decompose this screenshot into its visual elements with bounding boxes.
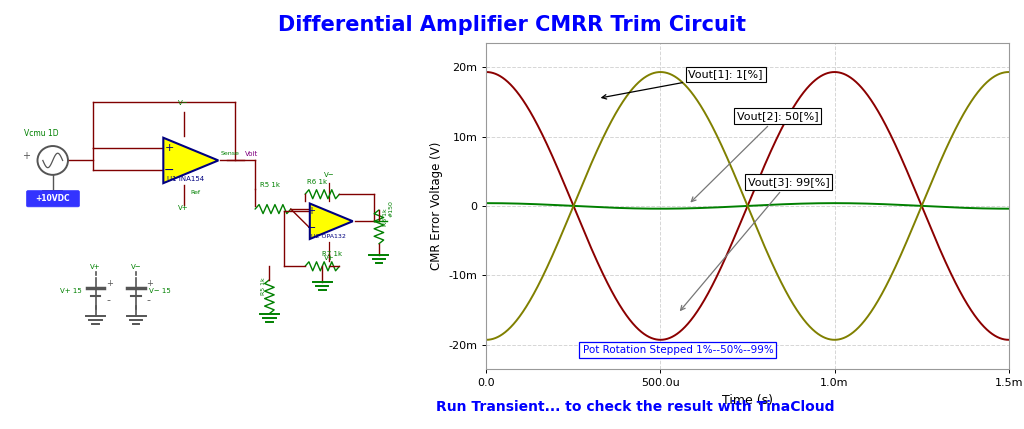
Text: +: + [307,206,315,216]
Text: V−: V− [178,100,189,106]
Text: U1 INA154: U1 INA154 [168,176,205,182]
X-axis label: Time (s): Time (s) [722,393,773,407]
Text: V+ 15: V+ 15 [59,288,82,294]
Text: V+: V+ [324,254,334,260]
Text: Vcmu 1D: Vcmu 1D [25,129,58,138]
Text: Vout[2]: 50[%]: Vout[2]: 50[%] [691,111,819,202]
Text: R8 1k: R8 1k [383,208,388,226]
Text: +: + [23,151,31,161]
Text: Vout[1]: 1[%]: Vout[1]: 1[%] [602,69,763,99]
Text: #150: #150 [388,200,393,217]
Text: R5 1k: R5 1k [261,278,266,296]
Text: −: − [164,164,175,177]
Text: Pot Rotation Stepped 1%--50%--99%: Pot Rotation Stepped 1%--50%--99% [583,345,773,355]
Text: R5 1k: R5 1k [260,181,280,187]
Text: -: - [146,295,151,305]
Text: V−: V− [131,263,141,269]
Text: Vout[3]: 99[%]: Vout[3]: 99[%] [681,177,829,310]
Text: +: + [106,279,113,288]
Text: R6 1k: R6 1k [307,179,328,185]
Text: V− 15: V− 15 [150,288,171,294]
Text: Differential Amplifier CMRR Trim Circuit: Differential Amplifier CMRR Trim Circuit [278,15,746,35]
Text: +10VDC: +10VDC [36,194,70,203]
Text: +: + [146,279,154,288]
Text: V−: V− [324,172,334,178]
Polygon shape [163,138,218,183]
Text: -: - [106,295,110,305]
Text: Run Transient... to check the result with TinaCloud: Run Transient... to check the result wit… [435,400,835,414]
Y-axis label: CMR Error Voltage (V): CMR Error Voltage (V) [430,142,442,270]
Text: V+: V+ [90,263,101,269]
Text: Ref: Ref [190,190,201,195]
Text: +: + [165,143,174,153]
Text: Voit: Voit [245,151,258,157]
Text: Sense: Sense [220,151,240,156]
Text: R7 1k: R7 1k [322,251,342,257]
Text: −: − [306,223,316,233]
Text: V+: V+ [178,205,189,211]
Text: U2 OPA132: U2 OPA132 [311,234,346,239]
Polygon shape [310,203,352,239]
FancyBboxPatch shape [27,190,80,207]
